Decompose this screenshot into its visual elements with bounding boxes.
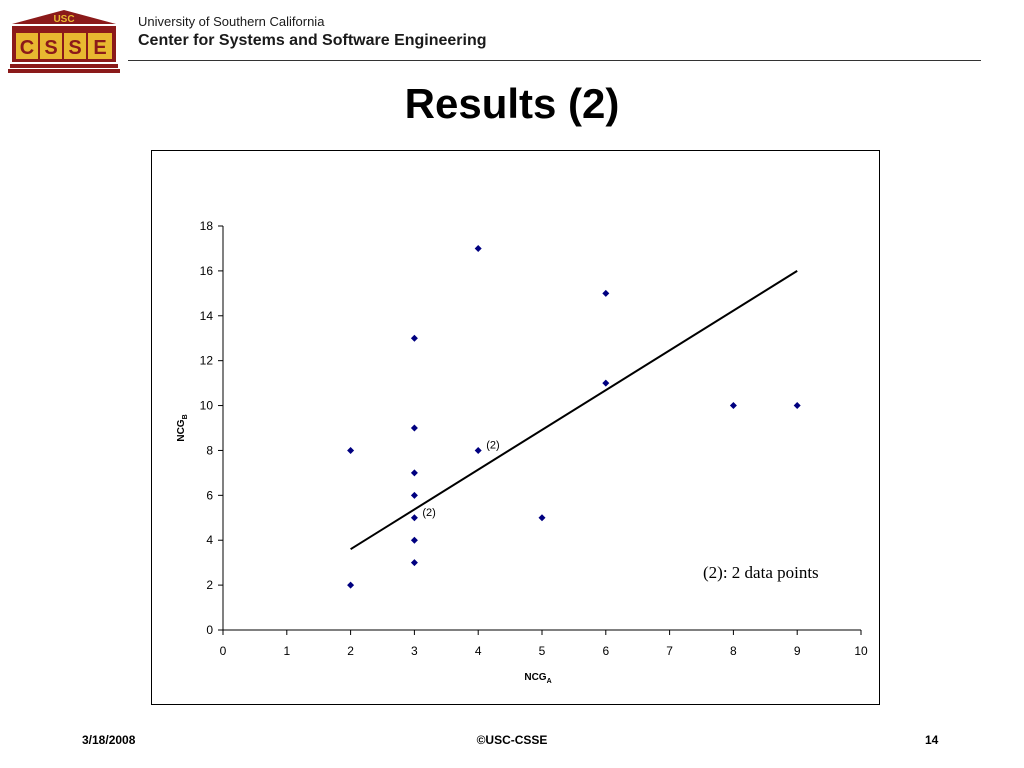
data-point-0: [347, 581, 355, 589]
x-tick-label-1: 1: [283, 644, 290, 658]
data-point-13: [602, 289, 610, 297]
x-tick-label-2: 2: [347, 644, 354, 658]
point-label-1: (2): [422, 507, 435, 519]
y-tick-label-14: 14: [200, 309, 214, 323]
footer-page-number: 14: [925, 733, 939, 747]
y-tick-label-8: 8: [206, 443, 213, 457]
x-tick-label-9: 9: [794, 644, 801, 658]
data-point-9: [474, 446, 482, 454]
logo-letter-e: E: [93, 37, 106, 59]
y-axis-label: NCGB: [176, 414, 189, 441]
y-tick-label-10: 10: [200, 399, 214, 413]
x-tick-label-6: 6: [602, 644, 609, 658]
footer-date: 3/18/2008: [82, 733, 136, 747]
logo-usc-text: USC: [53, 14, 74, 25]
logo-letter-c: C: [20, 37, 34, 59]
data-point-5: [410, 491, 418, 499]
data-point-12: [602, 379, 610, 387]
chart-note: (2): 2 data points: [703, 563, 819, 582]
y-tick-label-4: 4: [206, 533, 213, 547]
y-tick-label-6: 6: [206, 488, 213, 502]
x-tick-label-8: 8: [730, 644, 737, 658]
y-tick-label-16: 16: [200, 264, 214, 278]
chart-frame: 0 2 4 6 8 10 12 14 16 18 0 1 2 3 4 5 6 7 8 9 10 NCGA NCGB (2) (2…: [151, 150, 880, 705]
logo-letter-s2: S: [68, 37, 81, 59]
trendline: [350, 270, 798, 551]
x-tick-label-7: 7: [666, 644, 673, 658]
university-name: University of Southern California: [138, 14, 325, 29]
x-tick-label-0: 0: [220, 644, 227, 658]
data-point-11: [538, 514, 546, 522]
y-tick-label-0: 0: [206, 623, 213, 637]
usc-csse-logo: USC C S S E: [8, 10, 120, 73]
x-tick-label-10: 10: [854, 644, 868, 658]
header-rule: [128, 60, 981, 61]
data-point-7: [410, 424, 418, 432]
point-label-0: (2): [486, 439, 499, 451]
data-point-14: [729, 402, 737, 410]
data-point-3: [410, 536, 418, 544]
y-tick-label-12: 12: [200, 354, 214, 368]
data-point-4: [410, 514, 418, 522]
footer-copyright: ©USC-CSSE: [476, 733, 548, 747]
data-point-6: [410, 469, 418, 477]
y-tick-label-2: 2: [206, 578, 213, 592]
x-axis-label: NCGA: [524, 672, 551, 685]
y-tick-label-18: 18: [200, 219, 214, 233]
center-name: Center for Systems and Software Engineer…: [138, 32, 487, 49]
x-tick-label-3: 3: [411, 644, 418, 658]
logo-letter-s1: S: [44, 37, 57, 59]
x-tick-label-4: 4: [475, 644, 482, 658]
slide-title: Results (2): [404, 80, 620, 127]
data-point-2: [410, 559, 418, 567]
x-tick-label-5: 5: [539, 644, 546, 658]
data-point-8: [410, 334, 418, 342]
data-point-15: [793, 402, 801, 410]
data-point-1: [347, 446, 355, 454]
data-point-10: [474, 244, 482, 252]
